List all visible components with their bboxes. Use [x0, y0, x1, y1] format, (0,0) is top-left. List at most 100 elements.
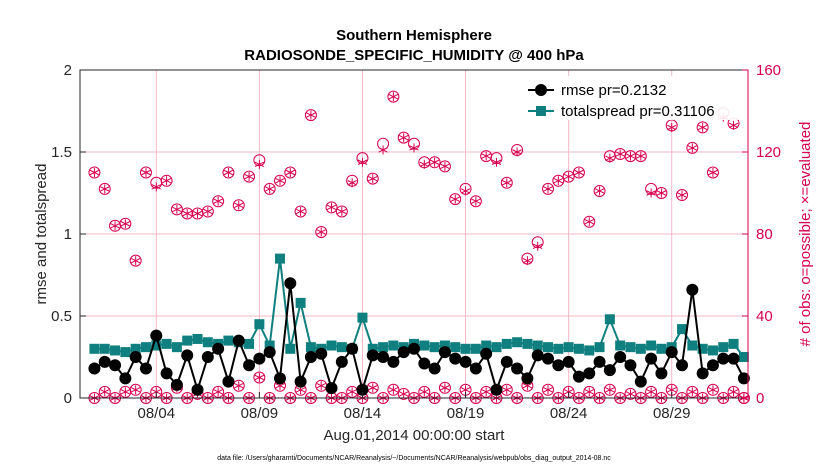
y-right-tick-label: 120: [756, 144, 781, 161]
obs-possible-point: [686, 141, 699, 154]
asterisk-stroke: [388, 387, 399, 393]
rmse-point: [696, 367, 709, 380]
obs-possible-point: [624, 150, 637, 163]
obs-evaluated-point: [440, 383, 450, 393]
asterisk-stroke: [120, 389, 131, 395]
rmse-point: [284, 277, 297, 290]
obs-evaluated-point: [192, 209, 203, 218]
obs-evaluated-point: [120, 387, 131, 397]
totalspread-point: [594, 342, 605, 353]
asterisk-stroke: [161, 178, 172, 184]
obs-evaluated-point: [275, 176, 285, 186]
obs-evaluated-point: [708, 168, 718, 177]
asterisk-stroke: [130, 387, 141, 393]
obs-possible-point: [139, 166, 152, 179]
rmse-point: [201, 351, 214, 363]
rmse-point: [603, 364, 616, 377]
obs-possible-point: [170, 203, 183, 216]
totalspread-point: [285, 343, 296, 354]
asterisk-stroke: [275, 178, 285, 184]
rmse-point: [665, 346, 678, 359]
legend-totalspread-label: totalspread pr=0.31106: [561, 103, 715, 120]
obs-evaluated-point: [419, 159, 430, 169]
rmse-point: [346, 342, 359, 355]
asterisk-stroke: [172, 206, 182, 213]
asterisk-stroke: [100, 186, 110, 192]
obs-evaluated-point: [347, 387, 357, 397]
obs-evaluated-point: [285, 168, 296, 177]
asterisk-stroke: [306, 112, 316, 118]
obs-evaluated-point: [295, 206, 306, 216]
asterisk-stroke: [337, 208, 347, 215]
rmse-point: [552, 359, 565, 372]
obs-possible-point: [449, 193, 462, 206]
obs-evaluated-point: [141, 168, 151, 177]
obs-evaluated-point: [440, 161, 450, 171]
obs-evaluated-point: [708, 385, 718, 395]
asterisk-stroke: [646, 389, 656, 395]
rmse-point: [160, 367, 173, 380]
rmse-point: [562, 355, 575, 368]
asterisk-stroke: [347, 180, 357, 186]
rmse-point: [500, 355, 513, 368]
asterisk-stroke: [89, 169, 100, 176]
obs-evaluated-point: [594, 186, 605, 196]
obs-possible-point: [181, 207, 194, 220]
asterisk-stroke: [625, 391, 636, 397]
rmse-point: [294, 375, 307, 388]
rmse-point: [686, 283, 699, 296]
asterisk-stroke: [563, 389, 574, 395]
totalspread-point: [584, 345, 595, 356]
obs-evaluated-point: [100, 387, 110, 397]
obs-possible-point: [655, 187, 668, 199]
obs-evaluated-point: [398, 133, 409, 143]
totalspread-point: [336, 342, 347, 353]
obs-evaluated-point: [347, 178, 357, 188]
asterisk-stroke: [697, 124, 708, 131]
totalspread-point: [357, 312, 368, 323]
rmse-point: [717, 352, 730, 365]
rmse-point: [511, 362, 524, 375]
y-right-axis-label: # of obs: o=possible; ×=evaluated: [797, 122, 814, 347]
asterisk-stroke: [522, 257, 533, 264]
obs-evaluated-point: [605, 153, 615, 163]
obs-evaluated-point: [264, 184, 275, 194]
x-tick-label: 08/29: [653, 405, 691, 422]
asterisk-stroke: [687, 389, 698, 395]
obs-evaluated-point: [130, 256, 141, 266]
obs-evaluated-point: [213, 387, 223, 397]
obs-possible-point: [696, 121, 709, 134]
obs-possible-point: [212, 385, 225, 398]
totalspread-point: [553, 343, 564, 354]
obs-evaluated-point: [110, 221, 120, 231]
totalspread-point: [501, 338, 512, 349]
obs-evaluated-point: [223, 168, 234, 177]
y-tick-label: 2: [64, 62, 72, 79]
asterisk-stroke: [130, 257, 141, 264]
asterisk-stroke: [450, 196, 460, 202]
totalspread-point: [274, 253, 285, 264]
obs-evaluated-point: [244, 172, 254, 182]
obs-possible-point: [428, 156, 441, 169]
asterisk-stroke: [295, 208, 306, 215]
obs-evaluated-point: [172, 204, 182, 214]
legend-rmse-marker: [535, 84, 547, 96]
asterisk-stroke: [543, 387, 553, 393]
y-tick-label: 0.5: [51, 308, 72, 325]
rmse-point: [181, 349, 194, 362]
obs-possible-point: [315, 225, 328, 238]
totalspread-point: [264, 340, 275, 351]
obs-evaluated-point: [584, 217, 594, 227]
rmse-point: [139, 362, 152, 375]
obs-evaluated-point: [326, 202, 337, 212]
obs-possible-point: [562, 170, 575, 183]
rmse-point: [232, 334, 245, 347]
obs-evaluated-point: [450, 194, 460, 204]
obs-possible-point: [552, 174, 565, 187]
obs-evaluated-point: [254, 373, 265, 382]
totalspread-point: [543, 342, 554, 353]
asterisk-stroke: [708, 169, 718, 176]
obs-possible-point: [583, 385, 596, 398]
asterisk-stroke: [213, 198, 223, 204]
y-axis-label: rmse and totalspread: [33, 164, 50, 305]
